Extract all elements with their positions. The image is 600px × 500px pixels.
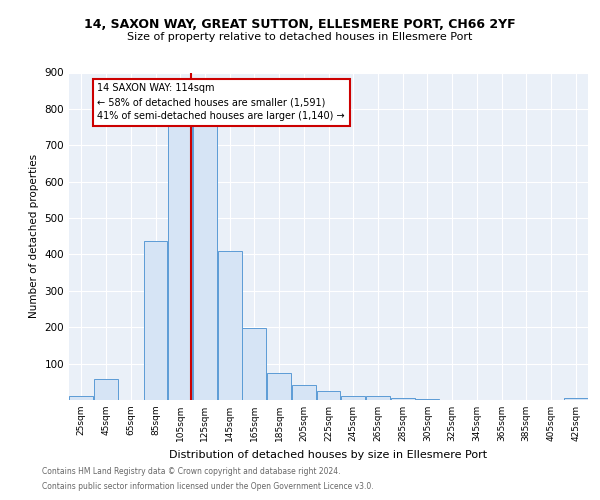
X-axis label: Distribution of detached houses by size in Ellesmere Port: Distribution of detached houses by size … [169,450,488,460]
Bar [366,396,390,400]
Bar [218,251,242,400]
Y-axis label: Number of detached properties: Number of detached properties [29,154,39,318]
Bar [564,398,587,400]
Text: 14 SAXON WAY: 114sqm
← 58% of detached houses are smaller (1,591)
41% of semi-de: 14 SAXON WAY: 114sqm ← 58% of detached h… [97,84,345,122]
Bar [391,398,415,400]
Bar [292,384,316,400]
Text: 14, SAXON WAY, GREAT SUTTON, ELLESMERE PORT, CH66 2YF: 14, SAXON WAY, GREAT SUTTON, ELLESMERE P… [84,18,516,30]
Bar [70,396,93,400]
Bar [415,399,439,400]
Bar [267,372,291,400]
Bar [242,328,266,400]
Bar [317,391,340,400]
Text: Size of property relative to detached houses in Ellesmere Port: Size of property relative to detached ho… [127,32,473,42]
Bar [169,126,192,400]
Bar [94,380,118,400]
Bar [143,240,167,400]
Bar [341,396,365,400]
Bar [193,126,217,400]
Text: Contains public sector information licensed under the Open Government Licence v3: Contains public sector information licen… [42,482,374,491]
Text: Contains HM Land Registry data © Crown copyright and database right 2024.: Contains HM Land Registry data © Crown c… [42,467,341,476]
